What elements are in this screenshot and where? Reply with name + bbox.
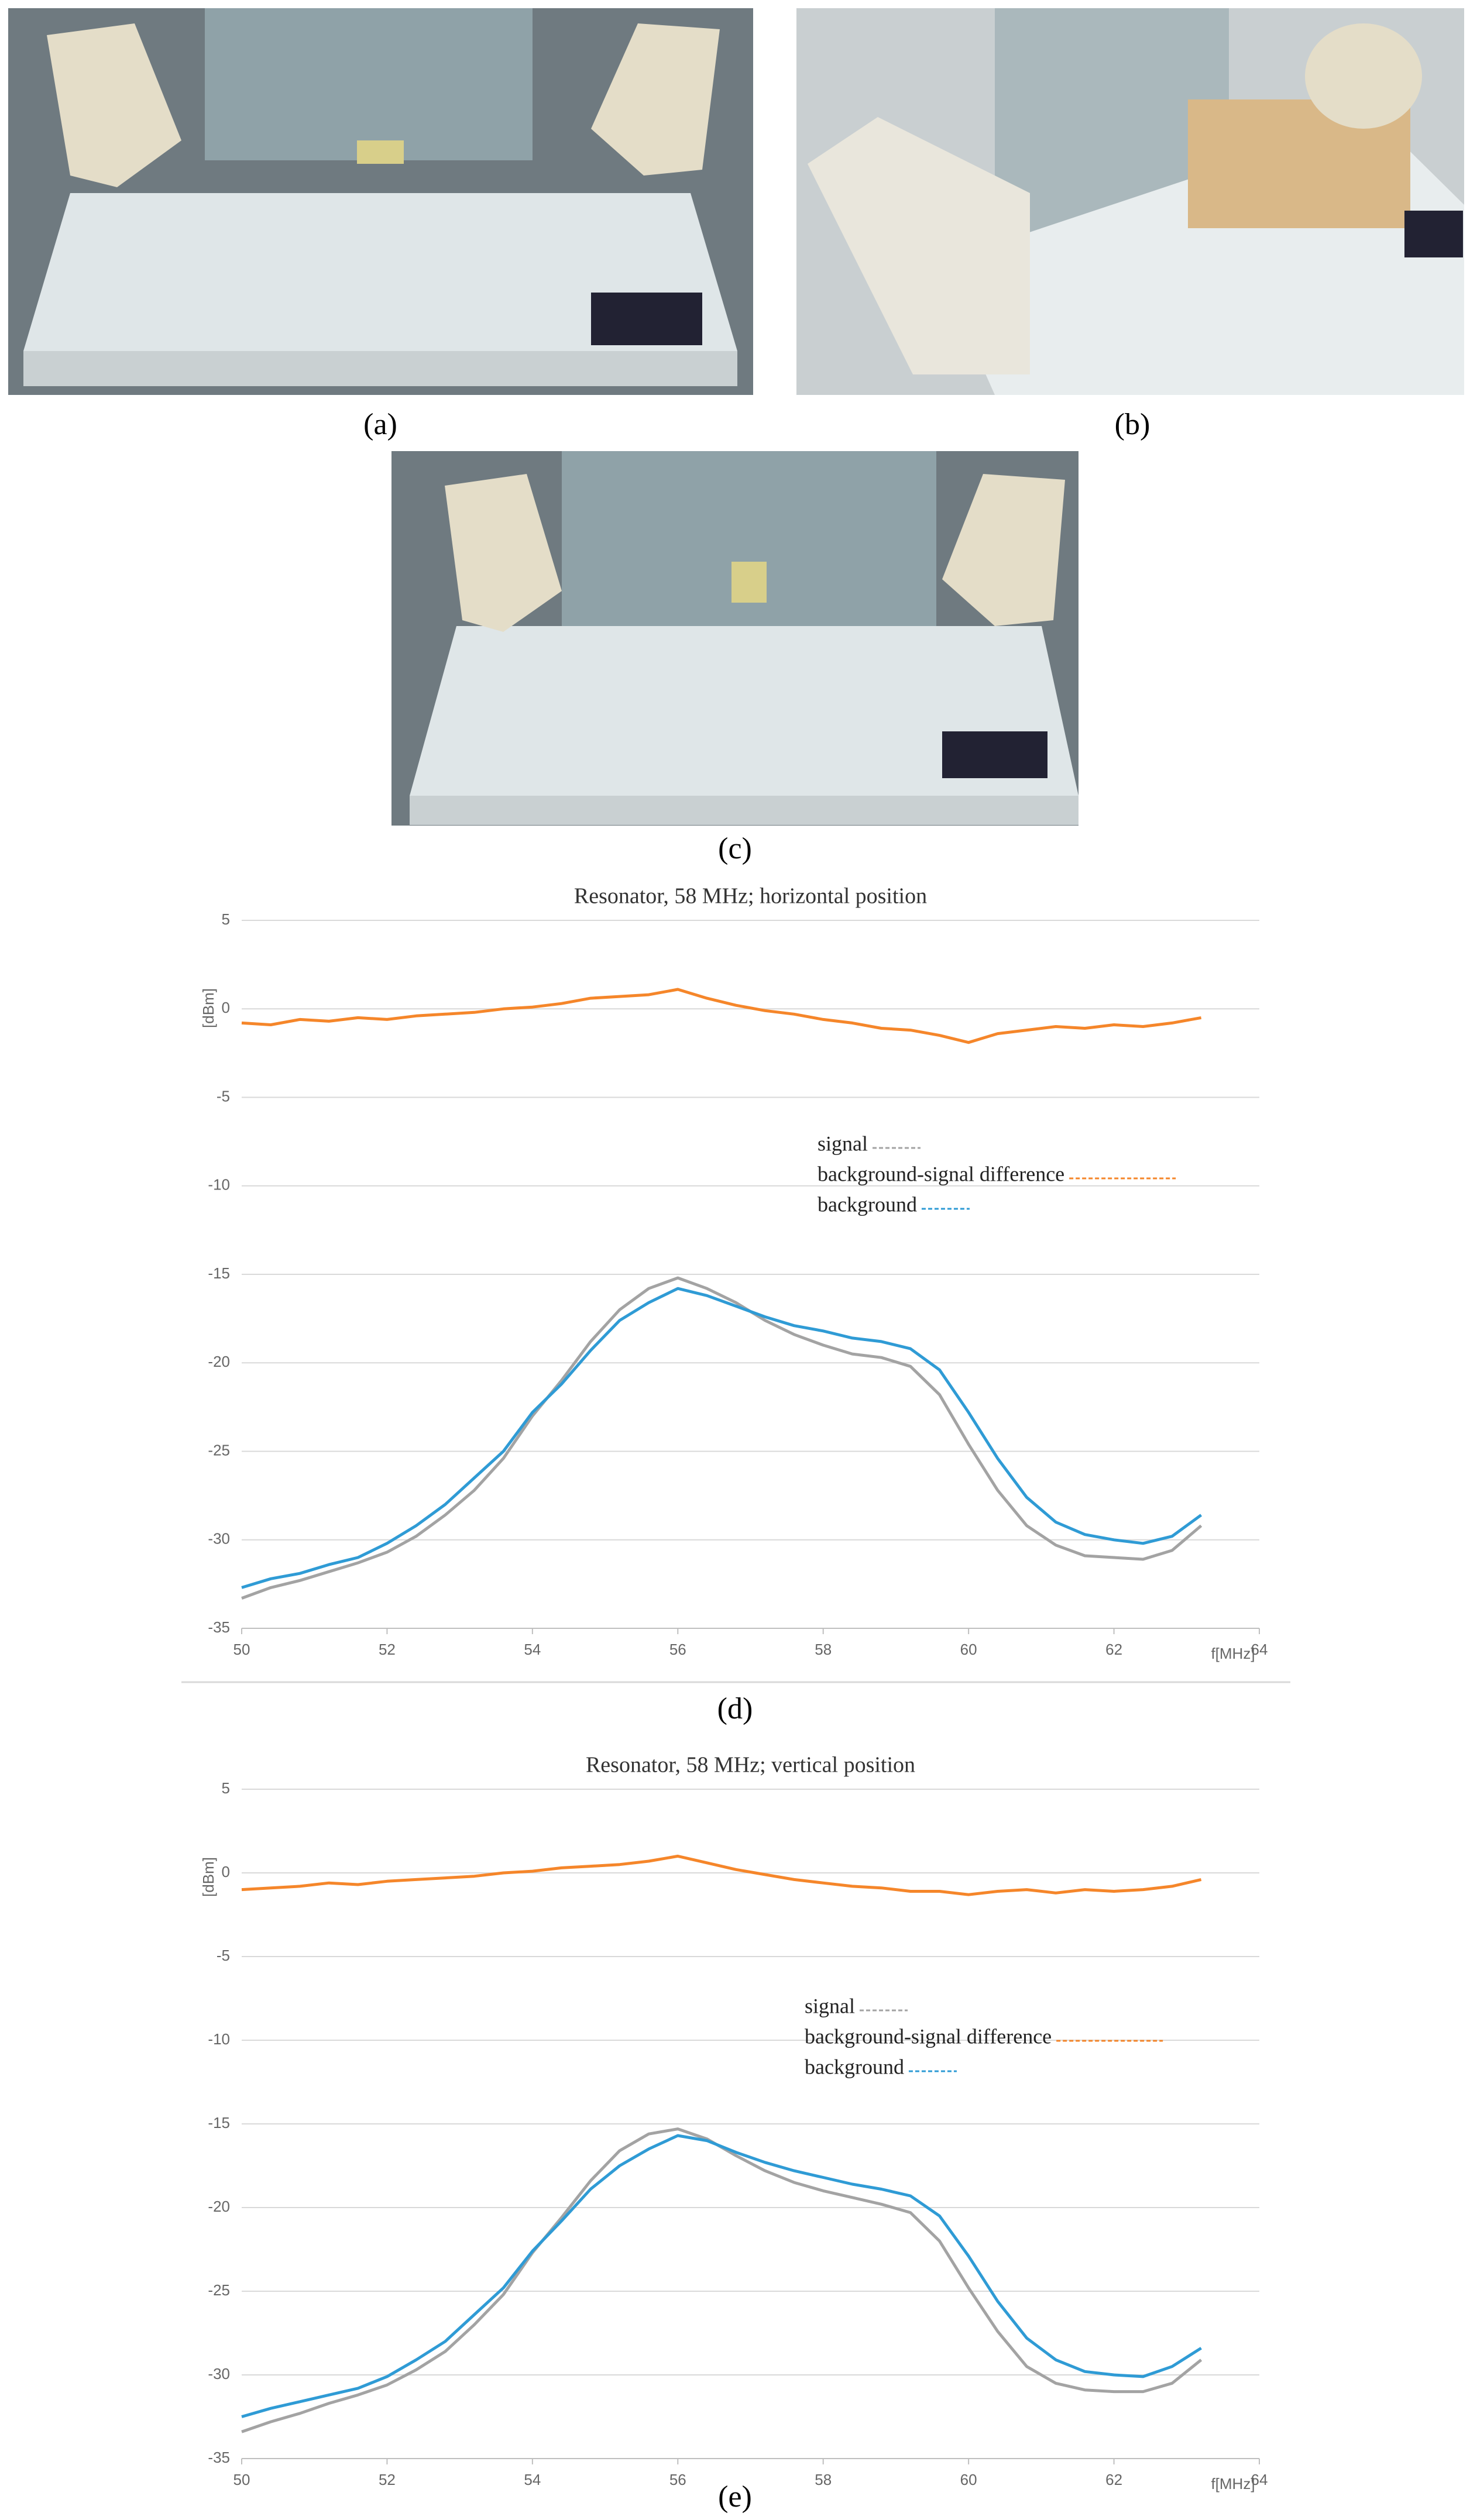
caption: (d) <box>717 1692 753 1725</box>
y-tick-label: 5 <box>222 1779 230 1797</box>
legend-label: signal <box>805 1994 855 2017</box>
x-tick-label: 58 <box>815 2471 832 2488</box>
y-tick-label: -10 <box>208 2030 230 2048</box>
x-tick-label: 54 <box>524 1641 541 1658</box>
series-line <box>241 988 1202 1044</box>
series-line <box>241 1287 1203 1589</box>
series-line <box>241 2134 1202 2418</box>
y-tick-label: -10 <box>208 1176 230 1194</box>
x-tick-label: 56 <box>669 1641 686 1658</box>
caption: (a) <box>363 408 397 441</box>
y-tick-label: -30 <box>208 2365 230 2383</box>
y-tick-label: -5 <box>217 1087 230 1105</box>
caption: (b) <box>1115 408 1150 441</box>
x-tick-label: 56 <box>669 2471 686 2488</box>
x-tick-label: 64 <box>1251 1641 1268 1658</box>
x-tick-label: 52 <box>379 1641 396 1658</box>
x-tick-label: 50 <box>233 1641 250 1658</box>
y-tick-label: -30 <box>208 1530 230 1548</box>
y-tick-label: -35 <box>208 1618 230 1636</box>
chart-title: Resonator, 58 MHz; vertical position <box>586 1753 915 1778</box>
x-tick-label: 60 <box>960 1641 977 1658</box>
x-tick-label: 62 <box>1105 1641 1122 1658</box>
x-axis-label: f[MHz] <box>1211 2475 1255 2493</box>
y-tick-label: -20 <box>208 2198 230 2215</box>
y-tick-label: -25 <box>208 1441 230 1459</box>
y-tick-label: -15 <box>208 1264 230 1282</box>
chart-title: Resonator, 58 MHz; horizontal position <box>574 884 927 909</box>
y-tick-label: -15 <box>208 2114 230 2131</box>
legend-label: signal <box>818 1132 868 1155</box>
caption: (e) <box>718 2480 752 2514</box>
y-axis-label: [dBm] <box>200 988 217 1028</box>
x-axis-label: f[MHz] <box>1211 1645 1255 1662</box>
x-tick-label: 64 <box>1251 2471 1268 2488</box>
caption: (c) <box>718 832 752 865</box>
y-tick-label: -5 <box>217 1947 230 1964</box>
series-line <box>241 2127 1203 2433</box>
photo-b <box>796 8 1464 395</box>
y-tick-label: -35 <box>208 2449 230 2466</box>
y-tick-label: 0 <box>222 1863 230 1880</box>
x-tick-label: 50 <box>233 2471 250 2488</box>
photo-c <box>391 451 1079 826</box>
x-tick-label: 62 <box>1105 2471 1122 2488</box>
legend-label: background <box>818 1192 917 1216</box>
y-axis-label: [dBm] <box>200 1857 217 1897</box>
y-tick-label: 5 <box>222 910 230 928</box>
x-tick-label: 52 <box>379 2471 396 2488</box>
y-tick-label: -25 <box>208 2281 230 2299</box>
x-tick-label: 54 <box>524 2471 541 2488</box>
legend-label: background-signal difference <box>805 2024 1052 2048</box>
photo-a <box>8 8 753 395</box>
y-tick-label: -20 <box>208 1353 230 1370</box>
series-line <box>241 1276 1203 1600</box>
y-tick-label: 0 <box>222 999 230 1016</box>
legend-label: background <box>805 2055 904 2078</box>
series-line <box>241 1854 1202 1896</box>
legend-label: background-signal difference <box>818 1162 1064 1185</box>
x-tick-label: 60 <box>960 2471 977 2488</box>
x-tick-label: 58 <box>815 1641 832 1658</box>
